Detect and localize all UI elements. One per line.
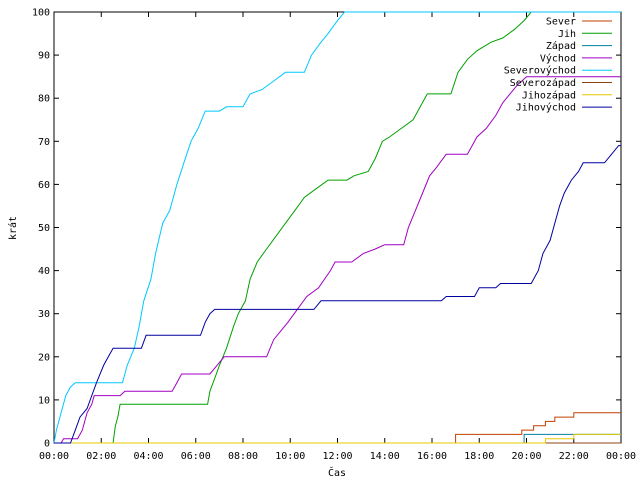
y-tick-label: 30 bbox=[38, 309, 50, 320]
y-tick-label: 100 bbox=[32, 8, 50, 19]
x-tick-label: 22:00 bbox=[559, 451, 589, 462]
tick-layer: 0 10 20 30 40 50 60 70 80 90 100 00:00 02:00 04:00 06:… bbox=[32, 8, 636, 463]
x-tick-label: 00:00 bbox=[606, 451, 636, 462]
y-tick-label: 60 bbox=[38, 180, 50, 191]
y-tick-label: 70 bbox=[38, 137, 50, 148]
legend: SeverJihZápadVýchodSeverovýchodSeverozáp… bbox=[504, 17, 612, 114]
series-line-6 bbox=[54, 433, 621, 444]
x-tick-label: 14:00 bbox=[370, 451, 400, 462]
y-tick-label: 50 bbox=[38, 223, 50, 234]
series-line-1 bbox=[54, 11, 621, 444]
x-tick-label: 16:00 bbox=[417, 451, 447, 462]
series-line-3 bbox=[54, 76, 621, 444]
y-tick-label: 90 bbox=[38, 51, 50, 62]
x-tick-label: 08:00 bbox=[228, 451, 258, 462]
x-tick-label: 02:00 bbox=[86, 451, 116, 462]
legend-label-4: Severovýchod bbox=[504, 65, 576, 77]
x-tick-label: 00:00 bbox=[39, 451, 69, 462]
x-tick-label: 18:00 bbox=[464, 451, 494, 462]
x-tick-label: 04:00 bbox=[133, 451, 163, 462]
legend-label-3: Východ bbox=[540, 52, 576, 64]
series-line-4 bbox=[53, 11, 621, 444]
legend-label-7: Jihovýchod bbox=[516, 102, 576, 114]
y-tick-label: 40 bbox=[38, 266, 50, 277]
y-tick-label: 20 bbox=[38, 352, 50, 363]
x-tick-label: 20:00 bbox=[511, 451, 541, 462]
legend-label-1: Jih bbox=[558, 29, 576, 40]
y-tick-label: 10 bbox=[38, 395, 50, 406]
series-layer bbox=[53, 11, 621, 444]
y-tick-label: 80 bbox=[38, 94, 50, 105]
y-tick-label: 0 bbox=[44, 439, 50, 450]
series-line-0 bbox=[54, 412, 621, 444]
legend-label-0: Sever bbox=[546, 17, 576, 28]
x-tick-label: 06:00 bbox=[181, 451, 211, 462]
y-axis-title: krát bbox=[7, 216, 19, 240]
series-line-7 bbox=[54, 145, 621, 444]
legend-label-2: Západ bbox=[546, 40, 576, 52]
x-tick-label: 12:00 bbox=[322, 451, 352, 462]
legend-label-5: Severozápad bbox=[510, 77, 576, 89]
x-axis-title: Čas bbox=[328, 466, 346, 479]
x-tick-label: 10:00 bbox=[275, 451, 305, 462]
legend-label-6: Jihozápad bbox=[522, 89, 576, 101]
